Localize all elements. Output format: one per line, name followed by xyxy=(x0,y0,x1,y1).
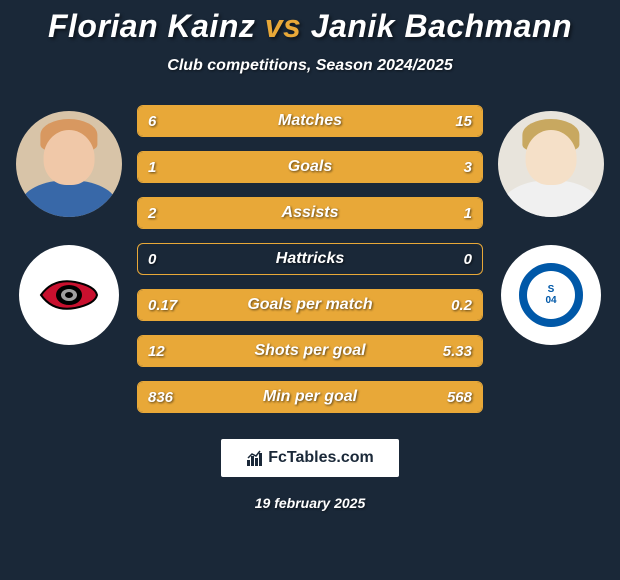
stat-label: Hattricks xyxy=(276,250,344,268)
stat-label: Goals per match xyxy=(247,296,372,314)
page-title: Florian Kainz vs Janik Bachmann xyxy=(0,0,620,45)
stat-value-left: 12 xyxy=(148,343,165,360)
stat-value-right: 5.33 xyxy=(443,343,472,360)
stat-value-right: 15 xyxy=(455,113,472,130)
title-player1: Florian Kainz xyxy=(48,8,255,44)
footer-date: 19 february 2025 xyxy=(0,495,620,511)
stat-value-left: 2 xyxy=(148,205,156,222)
hurricane-logo-icon xyxy=(35,270,103,320)
schalke-logo-text: S04 xyxy=(527,271,575,319)
player2-avatar xyxy=(498,111,604,217)
schalke-logo-icon: S04 xyxy=(516,260,586,330)
stat-fill-right xyxy=(238,106,482,136)
comparison-content: 6 Matches 15 1 Goals 3 2 Assists 1 0 Hattricks 0 0.1… xyxy=(0,105,620,413)
stat-value-left: 0 xyxy=(148,251,156,268)
stat-value-left: 1 xyxy=(148,159,156,176)
stat-row: 1 Goals 3 xyxy=(137,151,483,183)
avatar-face-icon xyxy=(44,130,95,185)
stat-row: 0 Hattricks 0 xyxy=(137,243,483,275)
stat-value-left: 836 xyxy=(148,389,173,406)
left-column xyxy=(9,105,129,345)
stat-value-right: 0.2 xyxy=(451,297,472,314)
stat-value-right: 1 xyxy=(464,205,472,222)
avatar-body-icon xyxy=(21,180,116,217)
stat-value-left: 0.17 xyxy=(148,297,177,314)
stat-value-right: 568 xyxy=(447,389,472,406)
brand-text: FcTables.com xyxy=(268,449,374,467)
stat-row: 0.17 Goals per match 0.2 xyxy=(137,289,483,321)
stat-value-left: 6 xyxy=(148,113,156,130)
title-vs: vs xyxy=(265,8,302,44)
stat-row: 836 Min per goal 568 xyxy=(137,381,483,413)
stat-label: Shots per goal xyxy=(254,342,365,360)
stat-row: 2 Assists 1 xyxy=(137,197,483,229)
title-player2: Janik Bachmann xyxy=(311,8,572,44)
stat-label: Assists xyxy=(282,204,339,222)
stat-value-right: 3 xyxy=(464,159,472,176)
subtitle: Club competitions, Season 2024/2025 xyxy=(0,57,620,75)
stat-label: Matches xyxy=(278,112,342,130)
stat-value-right: 0 xyxy=(464,251,472,268)
stat-label: Min per goal xyxy=(263,388,357,406)
player1-club-badge xyxy=(19,245,119,345)
brand-badge: FcTables.com xyxy=(221,439,399,477)
stat-fill-right xyxy=(224,152,482,182)
bars-icon xyxy=(246,449,264,467)
player1-avatar xyxy=(16,111,122,217)
stats-table: 6 Matches 15 1 Goals 3 2 Assists 1 0 Hattricks 0 0.1… xyxy=(137,105,483,413)
stat-row: 6 Matches 15 xyxy=(137,105,483,137)
avatar-face-icon xyxy=(526,130,577,185)
avatar-body-icon xyxy=(503,180,598,217)
stat-row: 12 Shots per goal 5.33 xyxy=(137,335,483,367)
stat-label: Goals xyxy=(288,158,332,176)
player2-club-badge: S04 xyxy=(501,245,601,345)
right-column: S04 xyxy=(491,105,611,345)
